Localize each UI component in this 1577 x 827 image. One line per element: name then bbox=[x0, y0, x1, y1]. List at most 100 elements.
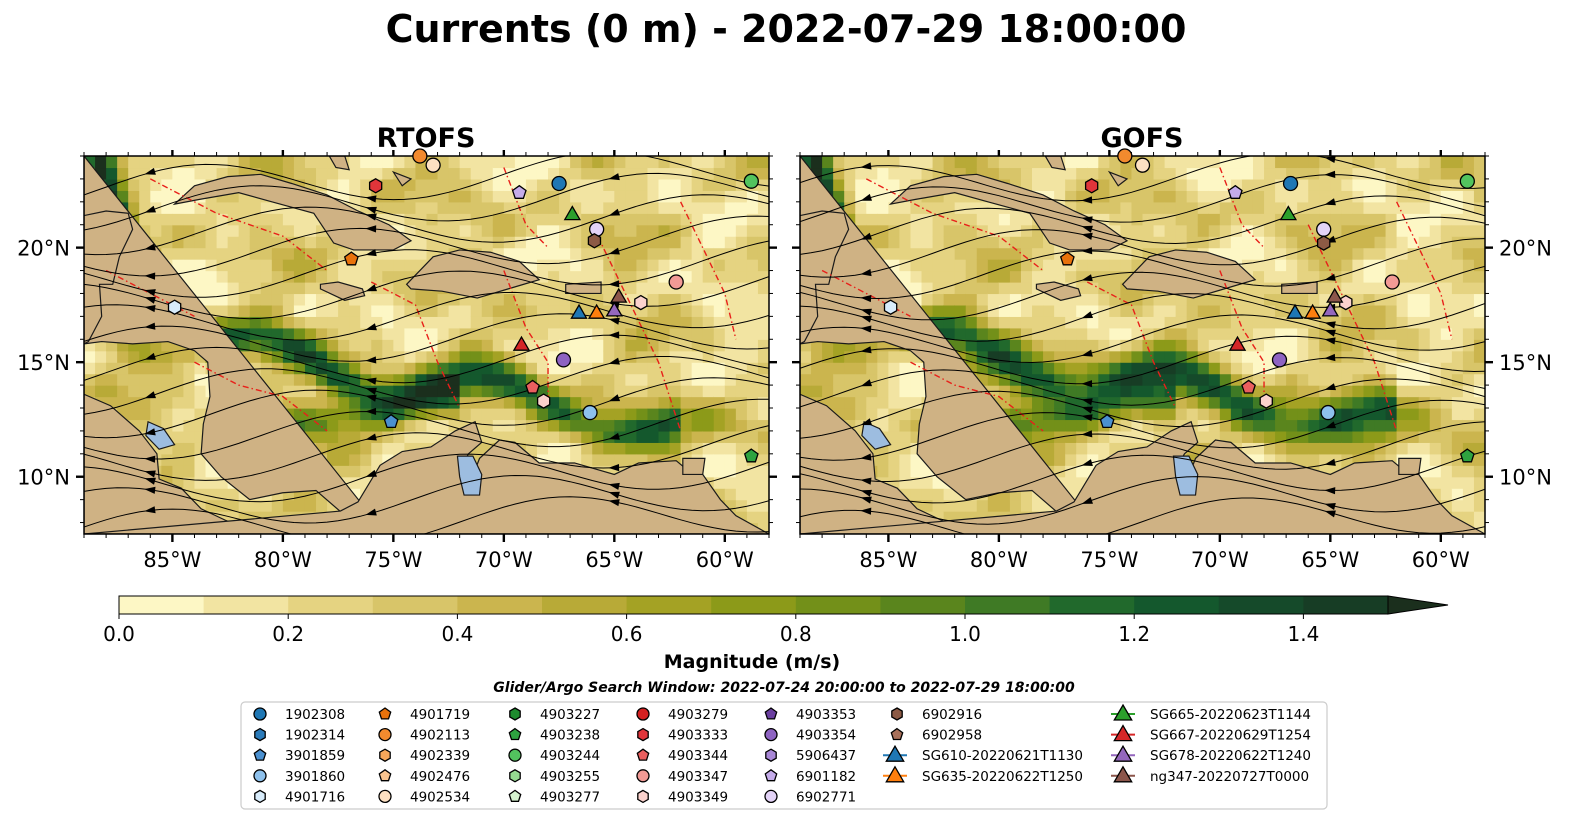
streamline-arrow bbox=[608, 464, 620, 472]
land-trinidad bbox=[682, 457, 706, 476]
streamline bbox=[84, 334, 769, 384]
marker-SG635-20220622T1250 bbox=[1303, 303, 1322, 319]
lake-maracaibo bbox=[1172, 455, 1199, 496]
streamline bbox=[84, 240, 769, 298]
colorbar-segment bbox=[626, 596, 712, 614]
marker-4903333 bbox=[368, 178, 383, 194]
map-frame bbox=[799, 155, 1486, 535]
streamline-arrow bbox=[1081, 196, 1093, 204]
streamline-arrow bbox=[608, 491, 620, 499]
streamline-arrow bbox=[860, 193, 872, 201]
marker-4903354 bbox=[555, 352, 572, 368]
legend-label: 1902314 bbox=[285, 728, 345, 744]
streamline-arrow bbox=[860, 232, 872, 240]
streamline-arrow bbox=[144, 322, 156, 330]
legend-marker bbox=[891, 707, 903, 721]
streamline bbox=[800, 497, 1485, 534]
marker-SG665-20220623T1144 bbox=[563, 205, 582, 221]
legend-label: 1902308 bbox=[285, 707, 345, 723]
streamline-arrow bbox=[608, 482, 620, 490]
streamline-arrow bbox=[860, 496, 872, 504]
marker-3901859 bbox=[1099, 413, 1115, 429]
streamline bbox=[84, 474, 769, 524]
colorbar-tick-label: 1.2 bbox=[1118, 622, 1150, 646]
legend-frame bbox=[240, 701, 1328, 810]
marker-4903344 bbox=[1241, 379, 1256, 394]
streamline bbox=[84, 291, 769, 341]
marker-SG635-20220622T1250 bbox=[587, 303, 606, 319]
colorbar-frame bbox=[118, 595, 1389, 615]
streamline-arrow bbox=[1081, 398, 1093, 406]
streamline-arrow bbox=[144, 486, 156, 494]
marker-4903349 bbox=[634, 294, 648, 311]
search-window-text: Glider/Argo Search Window: 2022-07-24 20… bbox=[493, 680, 1075, 696]
marker-SG678-20220622T1240 bbox=[1321, 301, 1340, 317]
streamline bbox=[800, 335, 1485, 385]
marker-4903244 bbox=[1459, 173, 1475, 189]
lake-maracaibo bbox=[456, 455, 483, 496]
legend-label: SG610-20220621T1130 bbox=[922, 748, 1083, 764]
legend-label: 4903255 bbox=[540, 769, 600, 785]
marker-4901719 bbox=[343, 251, 359, 266]
streamline-arrow bbox=[860, 325, 872, 333]
legend-marker bbox=[765, 748, 777, 762]
legend-marker bbox=[509, 707, 521, 721]
y-tick-label: 10°N bbox=[17, 466, 70, 490]
marker-SG610-20220621T1130 bbox=[1286, 303, 1304, 319]
streamline-arrow bbox=[144, 205, 156, 213]
marker-4902534 bbox=[1134, 157, 1151, 173]
streamline-arrow bbox=[144, 428, 156, 436]
streamline-arrow bbox=[144, 289, 156, 297]
eez-boundary bbox=[1219, 270, 1265, 408]
marker-3901860 bbox=[1320, 404, 1336, 421]
colorbar: 0.0 0.2 0.4 0.6 0.8 1.0 1.2 1.4 bbox=[103, 595, 1449, 646]
streamline-arrow bbox=[144, 506, 156, 514]
streamline bbox=[84, 156, 769, 201]
colorbar-segment bbox=[880, 596, 966, 614]
streamline-arrow bbox=[365, 323, 377, 331]
x-tick-label: 70°W bbox=[1191, 548, 1249, 572]
streamline-arrow bbox=[860, 379, 872, 387]
streamline-arrow bbox=[1324, 487, 1336, 495]
legend-label: 4903344 bbox=[668, 748, 728, 764]
legend-marker bbox=[508, 748, 522, 762]
legend-label: 4903347 bbox=[668, 769, 728, 785]
streamline-arrow bbox=[1324, 421, 1336, 429]
x-tick-label: 65°W bbox=[585, 548, 643, 572]
colorbar-tick-label: 0.2 bbox=[272, 622, 304, 646]
streamline-arrow bbox=[1081, 459, 1093, 466]
streamline-arrow bbox=[608, 432, 620, 440]
streamline-arrow bbox=[860, 477, 872, 485]
x-tick-label: 75°W bbox=[364, 548, 422, 572]
streamline bbox=[84, 313, 769, 362]
legend-label: 4903238 bbox=[540, 728, 600, 744]
legend-label: 3901859 bbox=[285, 748, 345, 764]
streamline-arrow bbox=[1081, 274, 1093, 282]
streamline-arrow bbox=[1324, 458, 1336, 466]
marker-4903344 bbox=[525, 379, 540, 394]
legend-label: 4903354 bbox=[796, 728, 856, 744]
streamline-arrow bbox=[365, 433, 377, 441]
streamline-arrow bbox=[1324, 503, 1336, 510]
streamline bbox=[84, 398, 769, 460]
marker-4903354 bbox=[1271, 352, 1288, 368]
streamline-arrow bbox=[365, 356, 377, 364]
colorbar-extend-arrow bbox=[1387, 595, 1449, 615]
streamline-arrow bbox=[365, 377, 377, 385]
legend-label: 4901716 bbox=[285, 789, 345, 805]
streamline-arrow bbox=[1081, 406, 1093, 414]
land-hispaniola bbox=[1121, 249, 1257, 299]
streamline-arrow bbox=[608, 208, 621, 216]
streamline-arrow bbox=[365, 195, 377, 203]
streamline-arrow bbox=[365, 394, 377, 402]
x-tick-label: 80°W bbox=[970, 548, 1028, 572]
marker-SG667-20220629T1254 bbox=[512, 335, 531, 351]
streamline bbox=[800, 378, 1485, 439]
streamlines bbox=[800, 156, 1485, 534]
marker-4903349 bbox=[1259, 393, 1273, 409]
legend-marker bbox=[764, 768, 778, 782]
streamline-arrow bbox=[1324, 510, 1336, 518]
marker-6901182 bbox=[1227, 184, 1243, 199]
streamline-arrow bbox=[1324, 329, 1336, 337]
marker-3901860 bbox=[582, 404, 598, 421]
